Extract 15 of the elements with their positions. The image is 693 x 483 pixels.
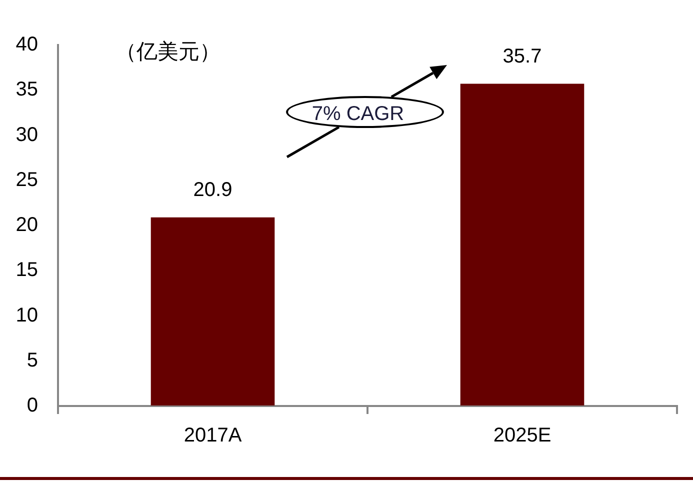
- annotation: 7% CAGR: [312, 103, 404, 125]
- y-axis-title: （亿美元）: [116, 40, 220, 64]
- y-tick-label: 0: [26, 394, 38, 417]
- x-tick-label: 2025E: [493, 424, 552, 447]
- y-tick-label: 20: [16, 214, 38, 236]
- y-tick-label: 5: [26, 349, 38, 372]
- data-label: 20.9: [193, 178, 232, 201]
- y-tick-label: 30: [16, 124, 38, 146]
- x-tick-label: 2017A: [184, 424, 242, 447]
- data-label: 35.7: [502, 45, 542, 68]
- y-tick-label: 15: [16, 259, 38, 282]
- y-tick-label: 40: [16, 34, 38, 56]
- y-tick-label: 10: [16, 304, 38, 326]
- y-tick-label: 35: [16, 78, 38, 101]
- y-tick-label: 25: [16, 168, 38, 191]
